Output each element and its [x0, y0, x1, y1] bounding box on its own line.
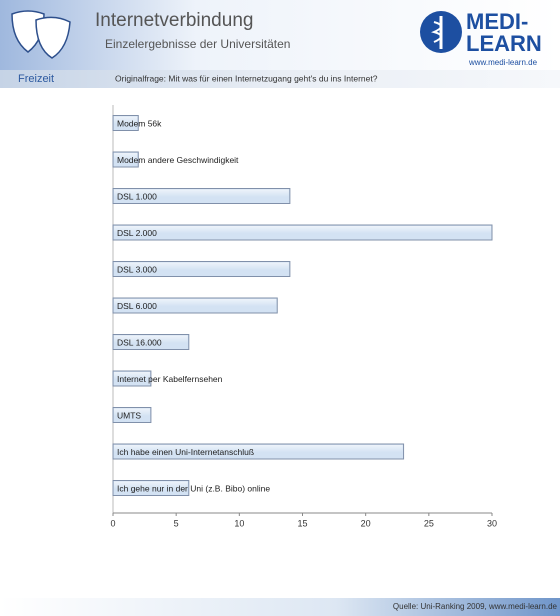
- x-tick-label: 5: [174, 518, 179, 528]
- category-label: DSL 1.000: [117, 191, 157, 201]
- bar-shine: [114, 299, 277, 307]
- masks-icon: [11, 10, 71, 59]
- logo-top: MEDI-: [466, 9, 528, 34]
- footer-band: [0, 598, 560, 616]
- category-label: Ich gehe nur in der Uni (z.B. Bibo) onli…: [117, 483, 270, 493]
- category-label: DSL 2.000: [117, 228, 157, 238]
- bar-shine: [114, 408, 150, 416]
- bar-shine: [114, 153, 138, 161]
- category-label: DSL 3.000: [117, 264, 157, 274]
- category-label: UMTS: [117, 410, 141, 420]
- bar-shine: [114, 481, 188, 489]
- x-tick-label: 10: [234, 518, 244, 528]
- bar-shine: [114, 226, 491, 234]
- source: Quelle: Uni-Ranking 2009, www.medi-learn…: [393, 602, 558, 611]
- x-tick-label: 30: [487, 518, 497, 528]
- category-label: Modem 56k: [117, 118, 162, 128]
- logo-url: www.medi-learn.de: [468, 58, 538, 67]
- plot: 0 5 10 15 20 25 30 Modem 56k Modem andere Geschw…: [110, 105, 497, 528]
- category-label: DSL 16.000: [117, 337, 162, 347]
- category-label: Modem andere Geschwindigkeit: [117, 155, 239, 165]
- category-label: DSL 6.000: [117, 301, 157, 311]
- category-label: Ich habe einen Uni-Internetanschluß: [117, 447, 254, 457]
- header-subtitle: Einzelergebnisse der Universitäten: [105, 37, 290, 51]
- section-label: Freizeit: [18, 73, 54, 85]
- header-title: Internetverbindung: [95, 10, 253, 31]
- section-band: [0, 70, 560, 88]
- bar-shine: [114, 262, 289, 270]
- x-tick-label: 15: [297, 518, 307, 528]
- bar-shine: [114, 335, 188, 343]
- question: Originalfrage: Mit was für einen Interne…: [115, 73, 378, 83]
- bar-shine: [114, 372, 150, 380]
- bar-shine: [114, 445, 403, 453]
- logo-bottom: LEARN: [466, 31, 542, 56]
- x-tick-label: 0: [110, 518, 115, 528]
- logo: MEDI- LEARN www.medi-learn.de: [420, 9, 542, 67]
- bar-shine: [114, 116, 138, 124]
- header-bg: [0, 0, 560, 70]
- x-tick-label: 25: [424, 518, 434, 528]
- x-tick-label: 20: [361, 518, 371, 528]
- bar-shine: [114, 189, 289, 197]
- category-label: Internet per Kabelfernsehen: [117, 374, 223, 384]
